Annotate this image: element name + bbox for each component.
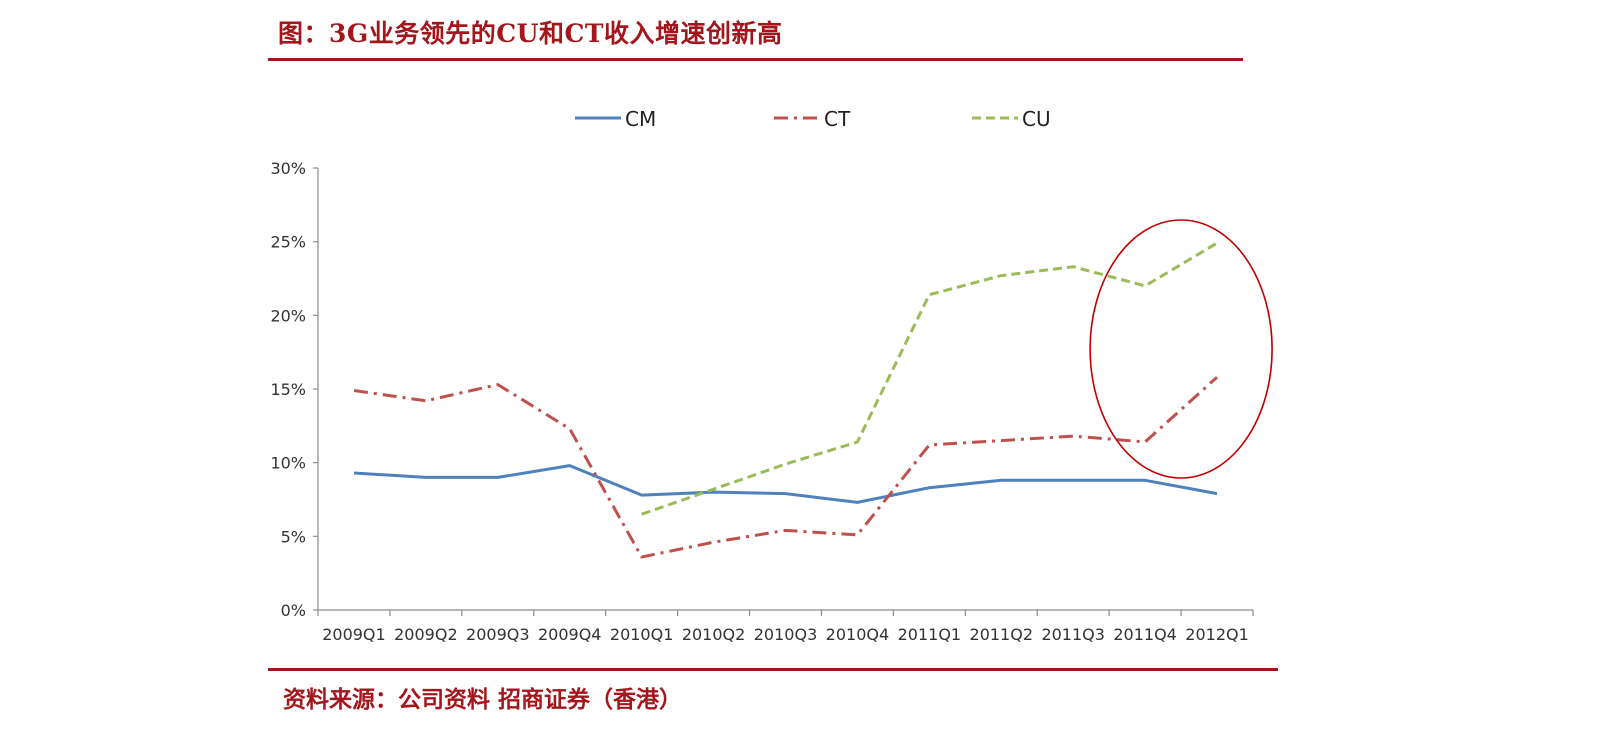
legend: CM CT CU — [575, 107, 1051, 131]
x-tick-label: 2009Q1 — [322, 625, 386, 644]
y-tick-label: 15% — [270, 380, 306, 399]
highlight-ellipse — [1089, 219, 1273, 479]
x-tick-label: 2010Q2 — [682, 625, 746, 644]
x-tick-label: 2011Q3 — [1041, 625, 1105, 644]
x-tick-label: 2009Q3 — [466, 625, 530, 644]
x-tick-label: 2011Q2 — [970, 625, 1034, 644]
x-tick-label: 2011Q1 — [898, 625, 962, 644]
y-tick-label: 0% — [281, 601, 306, 620]
highlight-annotation — [1089, 219, 1273, 479]
series-line-cu — [641, 241, 1218, 516]
x-tick-label: 2009Q4 — [538, 625, 602, 644]
chart-axes: 0% 5% 10% 15% 20% 25% 30% 2009Q1 2009Q2 2009Q3 200… — [270, 159, 1254, 644]
y-tick-label: 20% — [270, 306, 306, 325]
chart-series — [353, 241, 1219, 559]
y-tick-label: 10% — [270, 454, 306, 473]
legend-label-cu: CU — [1022, 107, 1051, 131]
y-tick-label: 25% — [270, 233, 306, 252]
title-rule — [268, 58, 1243, 61]
x-tick-label: 2009Q2 — [394, 625, 458, 644]
series-line-cm — [353, 464, 1218, 504]
x-tick-label: 2010Q1 — [610, 625, 674, 644]
x-tick-label: 2011Q4 — [1113, 625, 1177, 644]
y-tick-label: 5% — [281, 527, 306, 546]
legend-label-ct: CT — [824, 107, 851, 131]
legend-label-cm: CM — [625, 107, 656, 131]
chart-title: 图：3G业务领先的CU和CT收入增速创新高 — [278, 19, 783, 48]
series-line-ct — [353, 376, 1219, 559]
source-note: 资料来源：公司资料 招商证券（香港） — [283, 686, 683, 713]
x-tick-label: 2010Q4 — [826, 625, 890, 644]
x-tick-label: 2010Q3 — [754, 625, 818, 644]
source-rule — [268, 668, 1278, 671]
y-tick-label: 30% — [270, 159, 306, 178]
x-tick-label: 2012Q1 — [1185, 625, 1249, 644]
